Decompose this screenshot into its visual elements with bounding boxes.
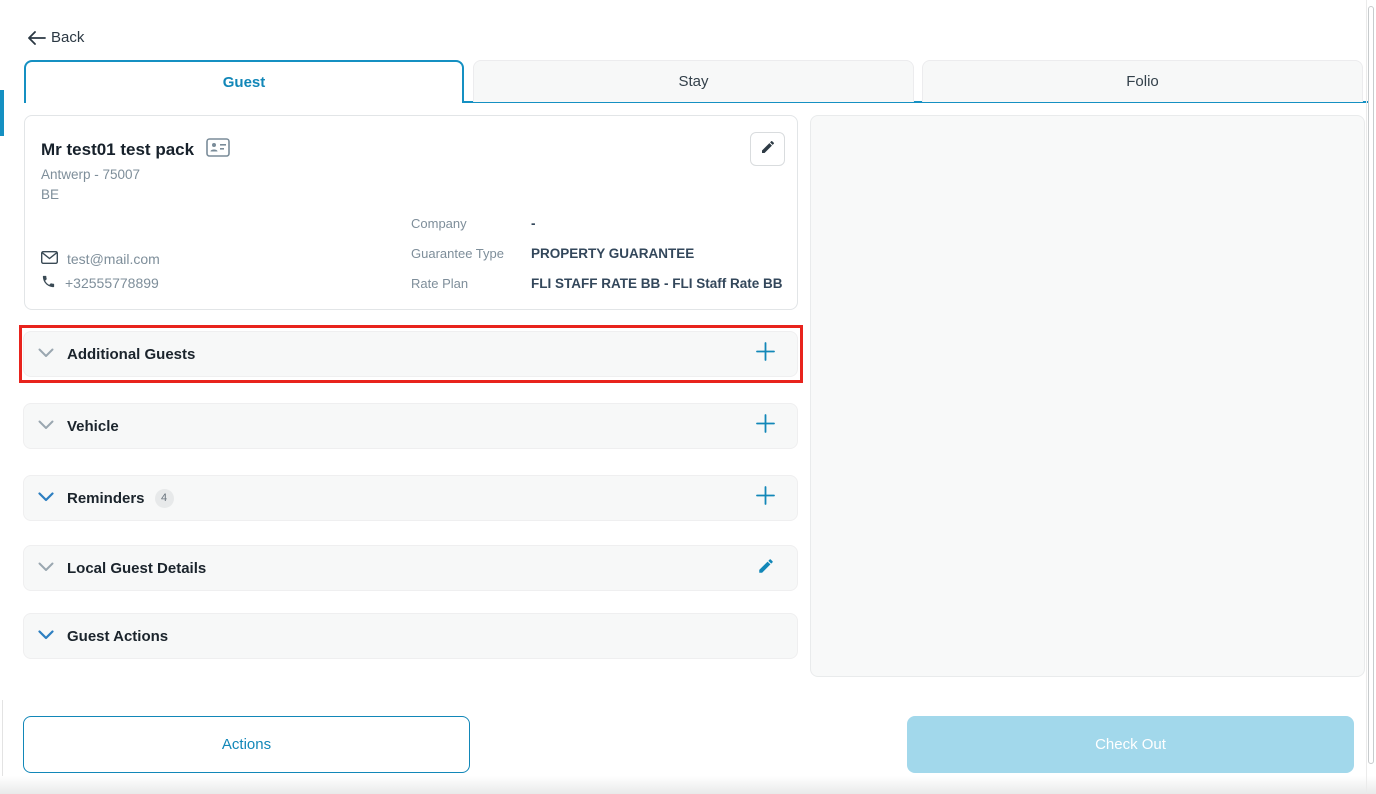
id-card-icon [206,138,230,162]
section-title: Local Guest Details [67,559,207,577]
chevron-down-icon [38,627,54,645]
plus-icon[interactable] [756,414,775,438]
check-out-button[interactable]: Check Out [907,716,1354,773]
chevron-down-icon [38,489,54,507]
tab-guest-label: Guest [222,74,266,91]
edit-guest-button[interactable] [750,132,785,166]
tab-stay-label: Stay [678,73,709,90]
section-title: Guest Actions [67,627,169,645]
left-edge-accent-bar [0,90,4,136]
tab-stay[interactable]: Stay [473,60,914,102]
detail-panel-empty [810,115,1365,677]
field-company-label: Company [411,216,467,231]
guest-name: Mr test01 test pack [41,140,195,159]
field-guarantee-type: Guarantee Type PROPERTY GUARANTEE [411,246,694,261]
tab-folio-label: Folio [1126,73,1159,90]
chevron-down-icon [38,559,54,577]
guest-email-row: test@mail.com [40,250,160,267]
check-out-button-label: Check Out [1095,736,1166,753]
chevron-down-icon [38,345,54,363]
reminders-count-badge: 4 [154,488,174,508]
scrollbar-thumb[interactable] [1368,6,1374,764]
tab-bar: Guest Stay Folio [0,60,1376,103]
field-guarantee-label: Guarantee Type [411,246,504,261]
guest-address-country: BE [41,187,60,202]
guest-phone: +32555778899 [65,275,159,291]
section-local-guest-details[interactable]: Local Guest Details [23,545,798,591]
pencil-icon [760,139,776,160]
section-reminders[interactable]: Reminders 4 [23,475,798,521]
field-rate-plan-value: FLI STAFF RATE BB - FLI Staff Rate BB [531,276,783,291]
guest-phone-row: +32555778899 [41,274,159,292]
plus-icon[interactable] [756,486,775,510]
field-rate-plan: Rate Plan FLI STAFF RATE BB - FLI Staff … [411,276,782,291]
tab-folio[interactable]: Folio [922,60,1363,102]
section-additional-guests[interactable]: Additional Guests [23,331,798,377]
guest-email: test@mail.com [67,251,160,267]
left-edge-divider [2,700,3,794]
guest-info-card: Mr test01 test pack Antwerp - 75007 BE t… [24,115,798,310]
section-title: Reminders [67,489,145,507]
scrollbar-track [1366,0,1367,794]
section-title: Vehicle [67,417,119,435]
tab-guest[interactable]: Guest [24,60,464,103]
field-company-value: - [531,216,536,231]
plus-icon[interactable] [756,342,775,366]
section-title: Additional Guests [67,345,196,363]
guest-address-city: Antwerp - 75007 [41,167,141,182]
actions-button-label: Actions [221,736,272,753]
actions-button[interactable]: Actions [23,716,470,773]
field-company: Company - [411,216,536,231]
bottom-fade [0,776,1376,794]
field-rate-plan-label: Rate Plan [411,276,469,291]
back-label: Back [51,29,85,46]
section-vehicle[interactable]: Vehicle [23,403,798,449]
chevron-down-icon [38,417,54,435]
envelope-icon [40,250,59,267]
section-guest-actions[interactable]: Guest Actions [23,613,798,659]
back-arrow-icon [27,30,46,45]
back-button[interactable]: Back [27,29,84,46]
phone-icon [41,274,56,292]
tab-underline [462,101,1368,103]
pencil-icon[interactable] [757,557,775,580]
field-guarantee-value: PROPERTY GUARANTEE [531,246,695,261]
